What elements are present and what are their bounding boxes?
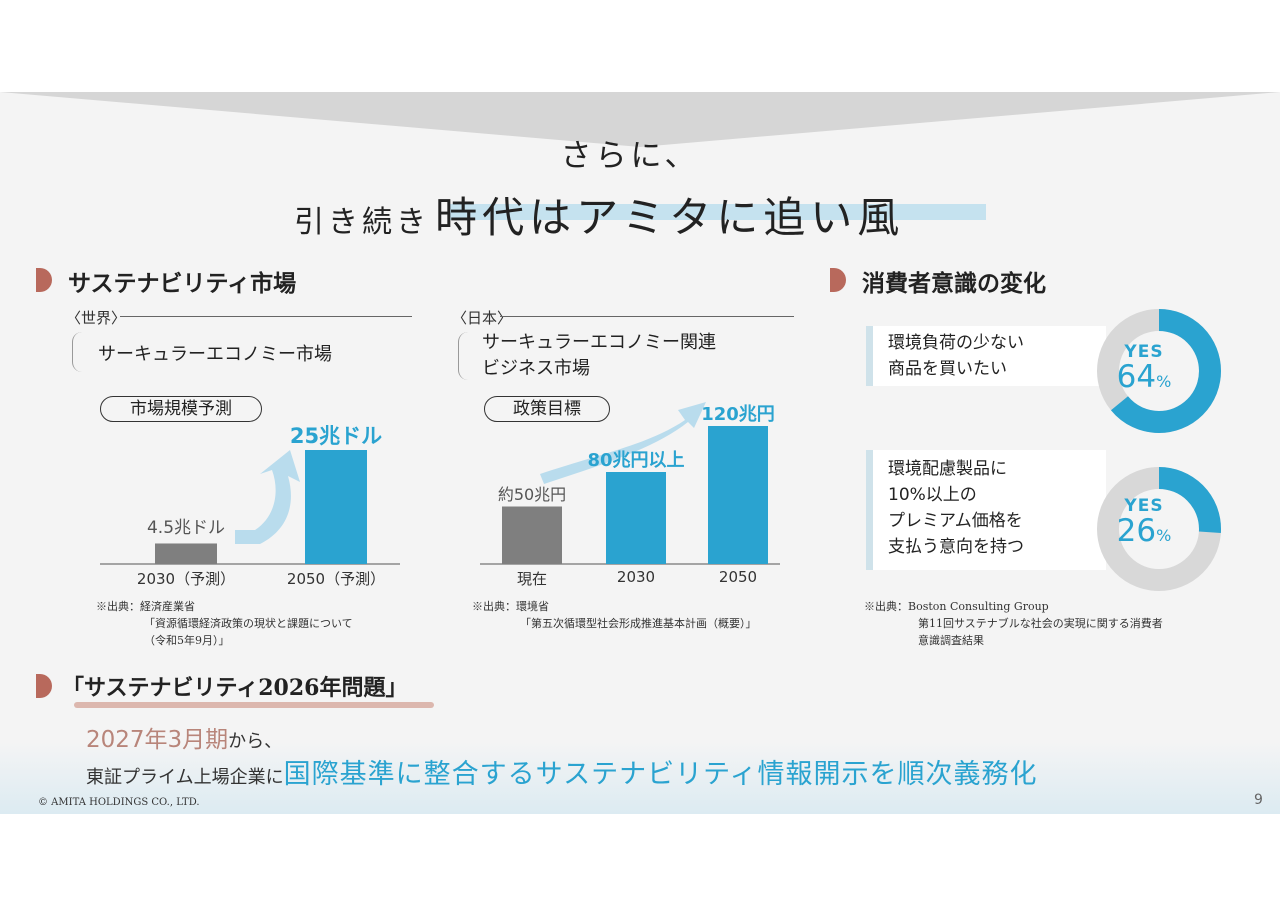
world-source-line: ※出典：経済産業省 — [96, 600, 195, 613]
consumer-question-1: 環境負荷の少ない 商品を買いたい — [866, 326, 1106, 386]
question-accent-bar — [866, 450, 873, 570]
world-bar — [155, 543, 217, 564]
japan-subject: サーキュラーエコノミー関連 ビジネス市場 — [482, 330, 716, 382]
world-category-label: 2030（予測） — [136, 570, 236, 588]
world-source-line: 「資源循環経済政策の現状と課題について — [144, 617, 353, 630]
issue-heading-underline — [74, 702, 434, 708]
world-category-label: 2050（予測） — [286, 570, 386, 588]
percent-number: 64 — [1116, 359, 1157, 395]
question-line: 支払う意向を持つ — [888, 537, 1024, 557]
world-bar — [305, 450, 367, 564]
japan-category-label: 2030 — [616, 568, 656, 586]
world-growth-arrow — [235, 450, 300, 544]
world-rule — [120, 316, 412, 317]
consumer-question-2: 環境配慮製品に 10%以上の プレミアム価格を 支払う意向を持つ — [866, 450, 1106, 570]
world-source: ※出典：経済産業省 「資源循環経済政策の現状と課題について （令和5年9月）」 — [96, 598, 353, 649]
percent-value: 26% — [1094, 516, 1194, 551]
world-subject: サーキュラーエコノミー市場 — [98, 344, 332, 365]
world-value-label: 4.5兆ドル — [146, 518, 226, 539]
japan-bracket — [458, 332, 471, 380]
world-badge: 市場規模予測 — [100, 396, 262, 422]
percent-number: 26 — [1116, 513, 1157, 549]
japan-bar-chart — [480, 402, 780, 565]
issue-date: 2027年3月期 — [86, 727, 229, 753]
consumer-source: ※出典：Boston Consulting Group 第11回サステナブルな社… — [864, 598, 1163, 649]
japan-bar — [708, 426, 768, 564]
japan-bar — [502, 506, 562, 564]
question-line: プレミアム価格を — [888, 511, 1023, 531]
consumer-source-line: 第11回サステナブルな社会の実現に関する消費者 — [918, 617, 1163, 630]
japan-badge: 政策目標 — [484, 396, 610, 422]
question-line: 環境負荷の少ない — [888, 333, 1024, 353]
japan-value-label: 80兆円以上 — [587, 450, 685, 471]
question-line: 環境配慮製品に — [888, 459, 1007, 479]
yes-label: YES — [1124, 496, 1164, 516]
issue-target: 東証プライム上場企業に — [86, 767, 284, 788]
title-emphasis: 時代はアミタに追い風 — [435, 193, 905, 242]
consumer-source-line: 意識調査結果 — [918, 634, 984, 647]
copyright: © AMITA HOLDINGS CO., LTD. — [38, 797, 200, 808]
japan-subject-line: サーキュラーエコノミー関連 — [482, 332, 716, 353]
world-value-label: 25兆ドル — [289, 424, 383, 448]
question-line: 10%以上の — [888, 485, 977, 505]
consumer-heading: 消費者意識の変化 — [862, 270, 1046, 297]
title-prefix: 引き続き — [294, 205, 430, 240]
donut-value-arc — [1097, 467, 1221, 591]
japan-category-label: 2050 — [718, 568, 758, 586]
question-line: 商品を買いたい — [888, 359, 1007, 379]
japan-category-label: 現在 — [516, 570, 547, 588]
japan-value-label: 約50兆円 — [497, 484, 567, 504]
section-marker — [36, 268, 52, 292]
japan-value-label: 120兆円 — [701, 404, 775, 425]
section-marker — [36, 674, 52, 698]
japan-source: ※出典：環境省 「第五次循環型社会形成推進基本計画（概要）」 — [472, 598, 757, 632]
donut-label-64: YES 64% — [1094, 342, 1194, 397]
title-line2: 引き続き 時代はアミタに追い風 — [294, 184, 1094, 245]
donut-value-arc — [1097, 309, 1221, 433]
japan-growth-arrow — [540, 402, 706, 484]
top-chevron-decoration — [0, 92, 1280, 147]
section-marker — [830, 268, 846, 292]
consumer-source-line: ※出典：Boston Consulting Group — [864, 600, 1049, 613]
page-number: 9 — [1254, 792, 1263, 808]
donut-chart-26 — [1097, 467, 1221, 591]
donut-label-26: YES 26% — [1094, 496, 1194, 551]
issue-date-line: 2027年3月期から、 — [86, 720, 282, 754]
percent-unit: % — [1156, 372, 1172, 391]
issue-heading: 「サステナビリティ2026年問題」 — [62, 675, 408, 701]
japan-subject-line: ビジネス市場 — [482, 358, 590, 379]
market-heading: サステナビリティ市場 — [68, 270, 297, 297]
bottom-gradient-band — [0, 742, 1280, 814]
percent-value: 64% — [1094, 362, 1194, 397]
world-source-line: （令和5年9月）」 — [144, 634, 230, 647]
world-bar-chart — [100, 450, 400, 565]
issue-statement: 国際基準に整合するサステナビリティ情報開示を順次義務化 — [283, 759, 1038, 790]
japan-region-label: 〈日本〉 — [452, 309, 513, 327]
question-accent-bar — [866, 326, 873, 386]
title-line1: さらに、 — [560, 138, 700, 174]
japan-source-line: 「第五次循環型社会形成推進基本計画（概要）」 — [520, 617, 757, 630]
issue-statement-line: 東証プライム上場企業に国際基準に整合するサステナビリティ情報開示を順次義務化 — [86, 752, 1037, 791]
world-region-label: 〈世界〉 — [66, 309, 127, 327]
world-bracket — [72, 332, 85, 372]
japan-source-line: ※出典：環境省 — [472, 600, 549, 613]
title-highlight — [448, 204, 986, 220]
japan-rule — [500, 316, 794, 317]
donut-chart-64 — [1097, 309, 1221, 433]
japan-bar — [606, 472, 666, 564]
percent-unit: % — [1156, 526, 1172, 545]
yes-label: YES — [1124, 342, 1164, 362]
slide: さらに、 引き続き 時代はアミタに追い風 サステナビリティ市場 〈世界〉 サーキ… — [0, 92, 1280, 814]
issue-date-suffix: から、 — [228, 731, 283, 752]
